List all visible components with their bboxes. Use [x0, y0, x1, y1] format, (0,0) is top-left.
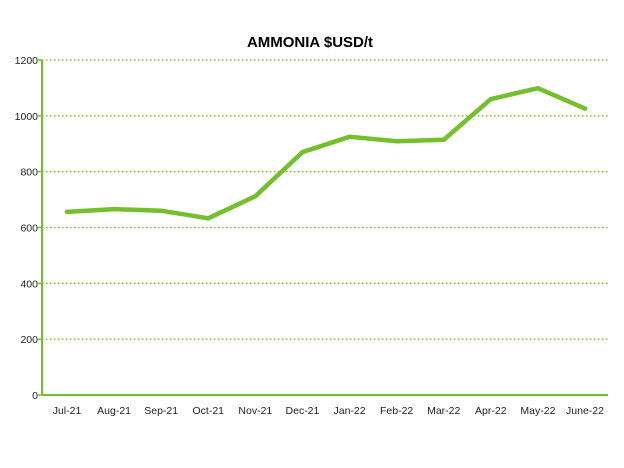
- x-tick-label: Oct-21: [193, 405, 225, 417]
- y-tick-label: 0: [32, 390, 38, 402]
- x-tick-label: June-22: [566, 405, 604, 417]
- data-point-Jan-22: [347, 134, 352, 139]
- chart-title: AMMONIA $USD/t: [247, 34, 373, 51]
- data-point-Sep-21: [158, 208, 164, 213]
- data-point-Dec-21: [300, 149, 305, 155]
- data-point-Jul-21: [64, 209, 70, 215]
- x-tick-label: Apr-22: [475, 405, 507, 417]
- x-tick-label: Mar-22: [427, 405, 460, 417]
- data-point-May-22: [535, 85, 541, 91]
- x-tick-labels: Jul-21 Aug-21 Sep-21 Oct-21 Nov-21 Dec-21 Jan-…: [53, 405, 604, 417]
- axes: [38, 59, 608, 396]
- data-point-Apr-22: [488, 96, 494, 102]
- x-tick-label: May-22: [520, 405, 555, 417]
- y-tick-label: 600: [20, 223, 38, 235]
- y-tick-label: 800: [20, 167, 38, 179]
- data-point-Feb-22: [394, 139, 399, 144]
- y-tick-label: 400: [20, 278, 38, 290]
- data-point-Mar-22: [441, 137, 446, 143]
- x-tick-label: Nov-21: [238, 405, 272, 417]
- y-tick-label: 1000: [15, 111, 39, 123]
- y-tick-labels: 0 200 400 600 800 1000 1200: [15, 55, 39, 402]
- gridlines: [42, 59, 608, 340]
- series-line: [64, 85, 588, 221]
- x-tick-label: Feb-22: [380, 405, 413, 417]
- x-tick-label: Aug-21: [97, 405, 131, 417]
- data-point-Aug-21: [111, 206, 117, 212]
- y-tick-label: 200: [20, 334, 38, 346]
- x-tick-label: Dec-21: [286, 405, 320, 417]
- x-tick-label: Jan-22: [333, 405, 365, 417]
- series: [64, 85, 588, 221]
- y-tick-label: 1200: [15, 55, 39, 67]
- data-point-Nov-21: [253, 194, 258, 199]
- data-point-Oct-21: [206, 216, 211, 221]
- x-tick-label: Sep-21: [144, 405, 178, 417]
- data-point-June-22: [582, 106, 588, 111]
- x-tick-label: Jul-21: [53, 405, 82, 417]
